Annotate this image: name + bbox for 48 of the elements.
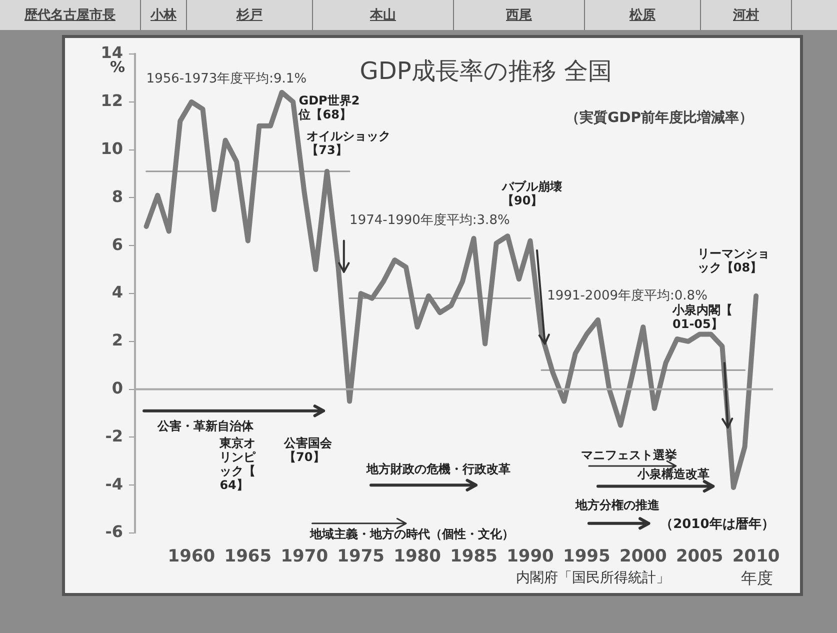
text: （実質GDP前年度比増減率）: [566, 109, 753, 126]
y-tick-label: 12: [100, 91, 123, 110]
y-tick-label: 6: [112, 234, 123, 254]
x-tick-label: 1995: [563, 546, 610, 567]
annotation: 1991-2009年度平均:0.8%: [547, 287, 708, 304]
chart-title: GDP成長率の推移 全国: [360, 57, 612, 85]
x-tick-label: 1975: [337, 546, 385, 567]
annotation: 地域主義・地方の時代（個性・文化）: [309, 526, 514, 541]
x-tick-label: 1980: [394, 546, 442, 567]
text: 歴代名古屋市長: [0, 0, 141, 30]
x-tick-label: 1990: [506, 546, 554, 567]
annotation: バブル崩壊【90】: [500, 180, 562, 208]
text: 小林: [141, 0, 187, 30]
annotation: マニフェスト選挙: [581, 448, 678, 462]
text: 杉戸: [187, 0, 313, 30]
text: 松原: [585, 0, 701, 30]
y-tick-label: 2: [112, 330, 123, 350]
x-tick-label: 2005: [676, 546, 724, 567]
annotation: 公害・革新自治体: [156, 419, 255, 434]
x-tick-label: 2010: [732, 546, 780, 567]
annotation: （2010年は暦年）: [660, 517, 774, 532]
x-tick-label: 2000: [619, 546, 667, 567]
text: 内閣府「国民所得統計」: [516, 569, 670, 587]
annotation: リーマンショック【08】: [697, 246, 770, 275]
annotation: 1956-1973年度平均:9.1%: [146, 70, 307, 87]
annotation: 東京オリンピック【64】: [218, 436, 257, 492]
annotation: 公害国会【70】: [283, 436, 334, 464]
y-tick-label: -4: [105, 474, 123, 494]
y-tick-label: 0: [112, 378, 123, 398]
text: 本山: [313, 0, 454, 30]
x-tick-label: 1960: [168, 546, 216, 567]
y-tick-label: -6: [105, 522, 123, 542]
x-tick-label: 1985: [450, 546, 498, 567]
annotation: 1974-1990年度平均:3.8%: [350, 212, 510, 228]
text: 西尾: [454, 0, 585, 30]
y-tick-label: 8: [112, 186, 123, 206]
annotation: 小泉内閣【01-05】: [672, 302, 732, 331]
x-tick-label: 1970: [280, 546, 328, 567]
annotation: 地方分権の推進: [574, 498, 660, 512]
annotation: GDP世界2位【68】: [298, 93, 360, 122]
annotation: 地方財政の危機・行政改革: [365, 462, 510, 476]
x-tick-label: 1965: [224, 546, 272, 567]
text: 河村: [701, 0, 792, 30]
annotation: オイルショック【73】: [306, 129, 391, 158]
y-tick-label: 10: [100, 138, 123, 158]
y-tick-label: 4: [112, 282, 123, 302]
x-axis-title: 年度: [741, 568, 773, 588]
y-tick-label: -2: [105, 426, 123, 446]
